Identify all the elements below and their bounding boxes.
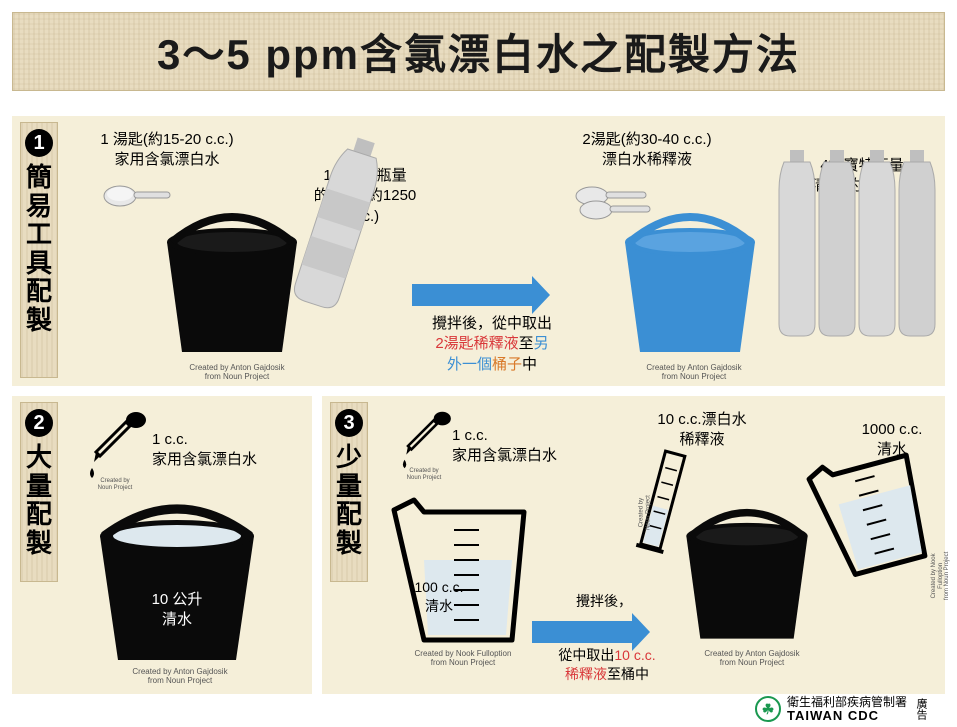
instruction-3: 攪拌後， <box>544 592 664 611</box>
footer-org: 衛生福利部疾病管制署 TAIWAN CDC <box>787 696 907 723</box>
spoon1-text: 1 湯匙(約15-20 c.c.) 家用含氯漂白水 <box>82 130 252 171</box>
panel-small-qty: 3 少量配製 1 c.c. 家用含氯漂白水 Created byNoun Pro… <box>322 396 945 694</box>
footer-ad: 廣告 <box>913 698 929 720</box>
spoon2-text: 2湯匙(約30-40 c.c.) 漂白水稀釋液 <box>562 130 732 171</box>
dropper2-text: 1 c.c. 家用含氯漂白水 <box>152 430 292 471</box>
credit-cyl: Created byNoun Project <box>638 488 651 538</box>
arrow-icon-2 <box>532 621 632 643</box>
spoon-icon <box>102 174 172 214</box>
measuring-cup-icon <box>384 490 544 650</box>
bucket-black-icon-2 <box>672 508 822 648</box>
dropper-icon <box>82 410 152 480</box>
panel2-number: 2 <box>25 409 53 437</box>
panel1-number: 1 <box>25 129 53 157</box>
panel3-label-text: 少量配製 <box>331 443 367 557</box>
bucket2-text: 10 公升 清水 <box>132 590 222 631</box>
title-bar: 3～5 ppm含氯漂白水之配製方法 <box>12 12 945 91</box>
credit-3: Created by Anton Gajdosikfrom Noun Proje… <box>130 668 230 686</box>
dropper3-text: 1 c.c. 家用含氯漂白水 <box>452 426 592 467</box>
cup-text: 100 c.c. 清水 <box>404 578 474 616</box>
cylinder-text: 10 c.c.漂白水 稀釋液 <box>642 410 762 451</box>
credit-5: Created by Anton Gajdosikfrom Noun Proje… <box>702 650 802 668</box>
credit-4: Created by Nook Fulloptionfrom Noun Proj… <box>408 650 518 668</box>
credit-beaker: Created by Nook Fulloptionfrom Noun Proj… <box>931 551 951 601</box>
panel2-label-text: 大量配製 <box>21 443 57 557</box>
instruction-1: 攪拌後，從中取出 2湯匙稀釋液至另 外一個桶子中 <box>412 314 572 375</box>
credit-2: Created by Anton Gajdosikfrom Noun Proje… <box>644 364 744 382</box>
panel-simple-tools: 1 簡易工具配製 1 湯匙(約15-20 c.c.) 家用含氯漂白水 Creat… <box>12 116 945 386</box>
credit-dropper2: Created byNoun Project <box>80 478 150 491</box>
instruction-3b: 從中取出10 c.c. 稀釋液至桶中 <box>547 646 667 684</box>
panel1-label-text: 簡易工具配製 <box>21 163 57 335</box>
panel2-label: 2 大量配製 <box>20 402 58 582</box>
panel-large-qty: 2 大量配製 1 c.c. 家用含氯漂白水 Created byNoun Pro… <box>12 396 312 694</box>
credit-dropper3: Created byNoun Project <box>394 468 454 481</box>
page-title: 3～5 ppm含氯漂白水之配製方法 <box>29 21 928 82</box>
panel3-number: 3 <box>335 409 363 437</box>
dropper-icon-2 <box>396 410 456 470</box>
bucket-water-icon <box>82 502 272 672</box>
panel1-label: 1 簡易工具配製 <box>20 122 58 378</box>
bucket-blue-icon <box>610 212 770 362</box>
credit-1: Created by Anton Gajdosikfrom Noun Proje… <box>187 364 287 382</box>
arrow-icon-1 <box>412 284 532 306</box>
bottles-4-icon <box>774 146 939 346</box>
cdc-logo-icon: ☘ <box>755 696 781 722</box>
footer: ☘ 衛生福利部疾病管制署 TAIWAN CDC 廣告 <box>755 696 945 723</box>
panel3-label: 3 少量配製 <box>330 402 368 582</box>
